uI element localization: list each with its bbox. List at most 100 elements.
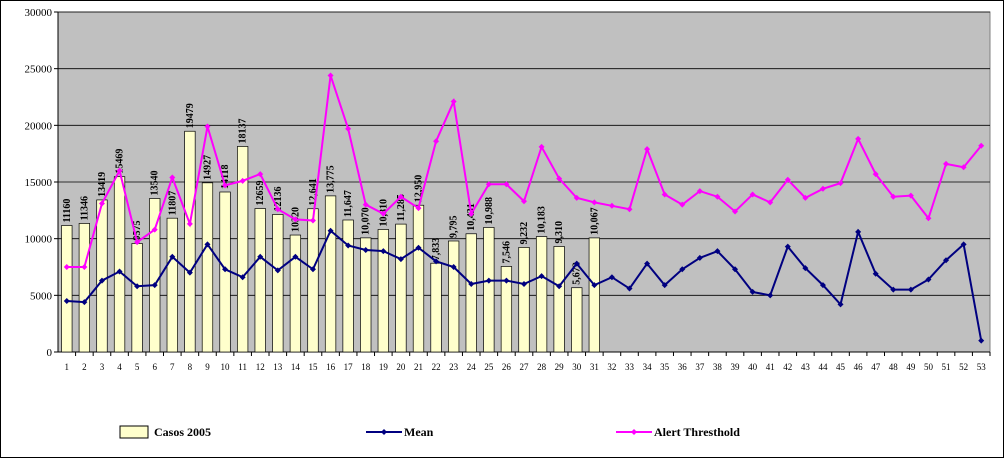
x-tick-label: 44: [818, 362, 828, 372]
marker: [714, 193, 721, 200]
x-tick-label: 51: [942, 362, 951, 372]
bar: [448, 240, 460, 353]
bar: [465, 233, 477, 353]
marker: [732, 266, 739, 273]
marker: [784, 176, 791, 183]
x-tick-label: 15: [308, 362, 318, 372]
x-tick-label: 24: [467, 362, 477, 372]
x-tick-label: 16: [326, 362, 336, 372]
bar: [307, 208, 319, 353]
bar: [483, 227, 495, 353]
x-tick-label: 29: [555, 362, 565, 372]
bar: [96, 199, 108, 353]
bar: [342, 219, 354, 353]
data-label: 13,775: [326, 165, 337, 193]
bar: [324, 195, 337, 353]
bar: [237, 146, 249, 353]
marker: [292, 216, 299, 223]
marker: [63, 298, 70, 304]
data-label: 12136: [273, 186, 284, 211]
legend-swatch: [119, 425, 149, 439]
bar: [500, 266, 513, 353]
marker: [626, 206, 633, 213]
x-tick-label: 25: [484, 362, 494, 372]
y-tick-label: 20000: [25, 120, 53, 132]
marker: [644, 146, 651, 153]
bar: [131, 243, 143, 353]
data-label: 13419: [97, 172, 108, 197]
data-label: 18137: [238, 118, 249, 143]
marker: [274, 267, 281, 274]
marker: [608, 274, 615, 281]
data-label: 12,641: [308, 178, 319, 206]
marker: [309, 266, 316, 273]
data-label: 11,285: [396, 194, 407, 221]
marker: [503, 181, 510, 188]
marker: [767, 292, 774, 299]
marker: [679, 201, 686, 208]
legend-label: Casos 2005: [154, 425, 211, 439]
x-tick-label: 30: [572, 362, 582, 372]
marker: [819, 282, 826, 289]
x-tick-label: 39: [731, 362, 741, 372]
marker: [802, 265, 809, 272]
data-label: 9575: [132, 220, 143, 240]
data-label: 15469: [115, 149, 126, 174]
marker: [907, 192, 914, 199]
marker: [433, 258, 440, 265]
marker: [978, 142, 985, 149]
x-tick-label: 28: [537, 362, 547, 372]
x-tick-label: 45: [836, 362, 846, 372]
x-tick-label: 12: [256, 362, 265, 372]
bar: [272, 214, 284, 353]
data-label: 9,310: [554, 221, 565, 244]
marker: [327, 227, 334, 234]
marker: [81, 299, 88, 306]
marker: [925, 215, 932, 222]
bar: [113, 176, 126, 353]
marker: [274, 206, 281, 213]
marker: [556, 175, 563, 182]
marker: [943, 160, 950, 167]
data-label: 10,988: [484, 197, 495, 225]
x-tick-label: 21: [414, 362, 423, 372]
bar: [553, 246, 565, 353]
marker: [925, 276, 932, 283]
data-label: 7,546: [501, 241, 512, 264]
marker: [960, 164, 967, 171]
bar: [535, 236, 548, 353]
marker: [872, 270, 879, 277]
x-tick-label: 49: [906, 362, 916, 372]
bar: [412, 204, 425, 353]
x-tick-label: 38: [713, 362, 723, 372]
x-tick-label: 52: [959, 362, 968, 372]
x-tick-label: 35: [660, 362, 670, 372]
x-tick-label: 14: [291, 362, 301, 372]
marker: [345, 242, 352, 249]
x-tick-label: 1: [65, 362, 70, 372]
marker: [186, 269, 193, 276]
data-label: 19479: [185, 103, 196, 128]
bar: [430, 262, 442, 353]
marker: [450, 264, 457, 270]
marker: [538, 143, 545, 150]
marker: [63, 264, 70, 270]
x-tick-label: 47: [871, 362, 881, 372]
data-label: 12,950: [413, 175, 424, 203]
data-label: 7,833: [431, 238, 442, 261]
x-tick-label: 33: [625, 362, 635, 372]
data-label: 11,647: [343, 190, 354, 217]
marker: [556, 283, 563, 290]
marker: [397, 256, 404, 263]
data-label: 9,232: [519, 222, 530, 245]
bar: [184, 130, 196, 353]
x-tick-label: 48: [889, 362, 899, 372]
bar: [289, 234, 302, 353]
x-tick-label: 20: [396, 362, 406, 372]
marker: [362, 247, 369, 253]
marker: [98, 200, 105, 207]
x-tick-label: 37: [695, 362, 705, 372]
marker: [696, 188, 703, 195]
marker: [257, 171, 264, 178]
